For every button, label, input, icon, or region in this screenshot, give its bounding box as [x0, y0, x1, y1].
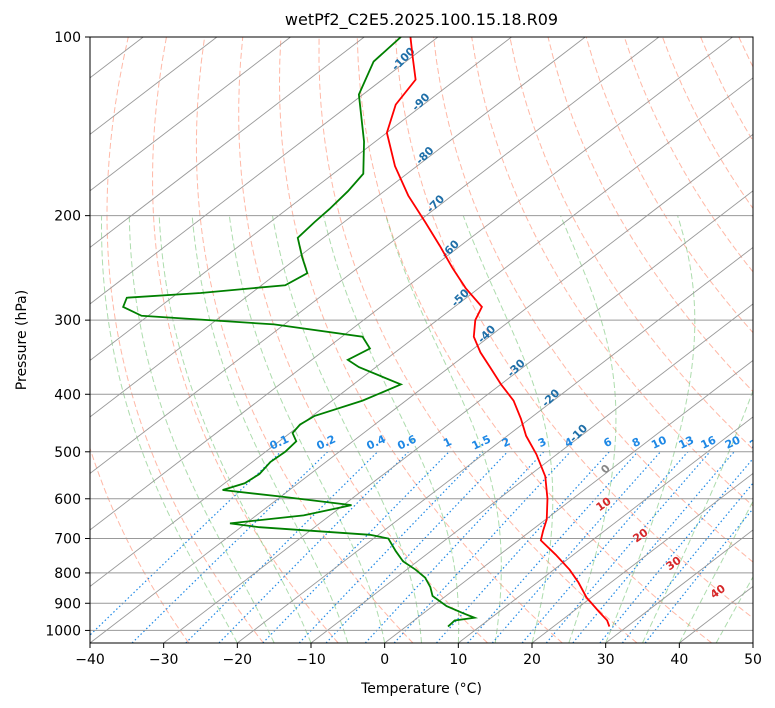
moist-adiabat--10: [158, 215, 312, 643]
mixing-ratio-line-2: [185, 451, 379, 643]
dry-adiabat-100: [585, 37, 753, 334]
isotherm--90: [90, 37, 512, 361]
x-tick-label--10: −10: [296, 652, 326, 668]
y-tick-label-400: 400: [54, 387, 81, 403]
moist-adiabat-30: [605, 215, 696, 643]
mixing-ratio-line-10: [467, 451, 639, 643]
mixing-ratio-label-13: 16: [699, 433, 719, 451]
isotherm--40: [90, 133, 753, 643]
y-tick-label-200: 200: [54, 209, 81, 225]
isotherm--60: [90, 37, 733, 531]
y-axis-label: Pressure (hPa): [14, 290, 30, 390]
x-tick-label-0: 0: [380, 652, 389, 668]
mixing-ratio-line-3: [218, 451, 409, 643]
chart-title: wetPf2_C2E5.2025.100.15.18.R09: [285, 10, 558, 30]
temperature-profile-line: [385, 37, 611, 627]
dry-adiabat-80: [509, 37, 753, 450]
x-axis-label: Temperature (°C): [360, 681, 482, 697]
isotherm--100: [90, 37, 439, 305]
x-tick-label-20: 20: [523, 652, 541, 668]
isotherm--50: [90, 77, 753, 588]
moist-adiabat-35: [642, 389, 753, 643]
mixing-ratio-line-6: [325, 451, 509, 643]
moist-adiabat--5: [191, 215, 349, 643]
isotherm-0: [384, 359, 753, 643]
isotherm--10: [310, 303, 753, 643]
isotherms: [90, 37, 753, 643]
isotherm-20: [531, 472, 753, 643]
y-tick-label-800: 800: [54, 566, 81, 582]
moist-adiabat-5: [271, 215, 422, 643]
dry-adiabat-60: [433, 37, 753, 563]
plot-area: 0.10.20.40.611.52346810131620253036-100-…: [90, 37, 767, 643]
mixing-ratio-line-15: [599, 457, 753, 643]
mixing-ratio-label-12: 13: [677, 433, 696, 451]
moist-adiabat-20: [462, 215, 554, 643]
isotherm--70: [90, 37, 660, 475]
x-tick-label-30: 30: [597, 652, 615, 668]
plot-frame: [89, 36, 754, 644]
y-tick-label-100: 100: [54, 30, 81, 46]
moist-adiabat-10: [323, 215, 460, 643]
isotherm--20: [237, 246, 753, 643]
y-tick-label-500: 500: [54, 445, 81, 461]
mixing-ratio-line-11: [491, 451, 661, 643]
mixing-ratio-line-4: [262, 451, 450, 643]
dry-adiabat-90: [547, 37, 753, 393]
isotherm-30: [605, 529, 753, 643]
moist-adiabats: [101, 215, 753, 643]
mixing-ratio-line-9: [435, 451, 610, 643]
moist-adiabat--20: [101, 215, 238, 643]
y-axis-ticks: 100 200 300 400 500 600 700 800 900 1000: [45, 30, 90, 639]
mixing-ratio-line-0: [90, 451, 282, 636]
x-tick-label--30: −30: [149, 652, 179, 668]
mixing-ratio-line-5: [298, 451, 484, 643]
dewpoint-profile-line: [122, 37, 479, 628]
isotherm-10: [458, 416, 753, 643]
y-tick-label-900: 900: [54, 596, 81, 612]
dry-adiabat-10: [238, 37, 488, 643]
isotherm--30: [163, 190, 753, 643]
dry-adiabat--30: [90, 37, 190, 643]
y-tick-label-300: 300: [54, 313, 81, 329]
x-tick-label-50: 50: [744, 652, 762, 668]
profile-series: [122, 37, 611, 628]
dry-adiabat-0: [195, 37, 414, 643]
x-tick-label--20: −20: [223, 652, 253, 668]
mixing-ratio-label-15: 25: [748, 433, 767, 451]
y-tick-label-1000: 1000: [45, 623, 81, 639]
y-tick-label-700: 700: [54, 532, 81, 548]
mixing-ratio-label-14: 20: [723, 433, 743, 451]
isotherm--80: [90, 37, 586, 418]
y-tick-label-600: 600: [54, 492, 81, 508]
dry-adiabat-20: [278, 37, 563, 643]
x-tick-label-40: 40: [670, 652, 688, 668]
x-tick-label-10: 10: [449, 652, 467, 668]
mixing-ratio-line-8: [393, 451, 571, 643]
mixing-ratio-line-14: [572, 451, 735, 643]
x-tick-label--40: −40: [75, 652, 105, 668]
isotherm--110: [90, 37, 365, 248]
mixing-ratio-line-16: [621, 482, 753, 643]
moist-adiabat-0: [228, 215, 386, 643]
isotherm--120: [90, 37, 291, 192]
x-axis-ticks: −40 −30 −20 −10 0 10 20 30 40 50: [75, 643, 762, 668]
dry-adiabat--20: [106, 37, 264, 643]
mixing-ratio-label-11: 10: [649, 433, 669, 451]
